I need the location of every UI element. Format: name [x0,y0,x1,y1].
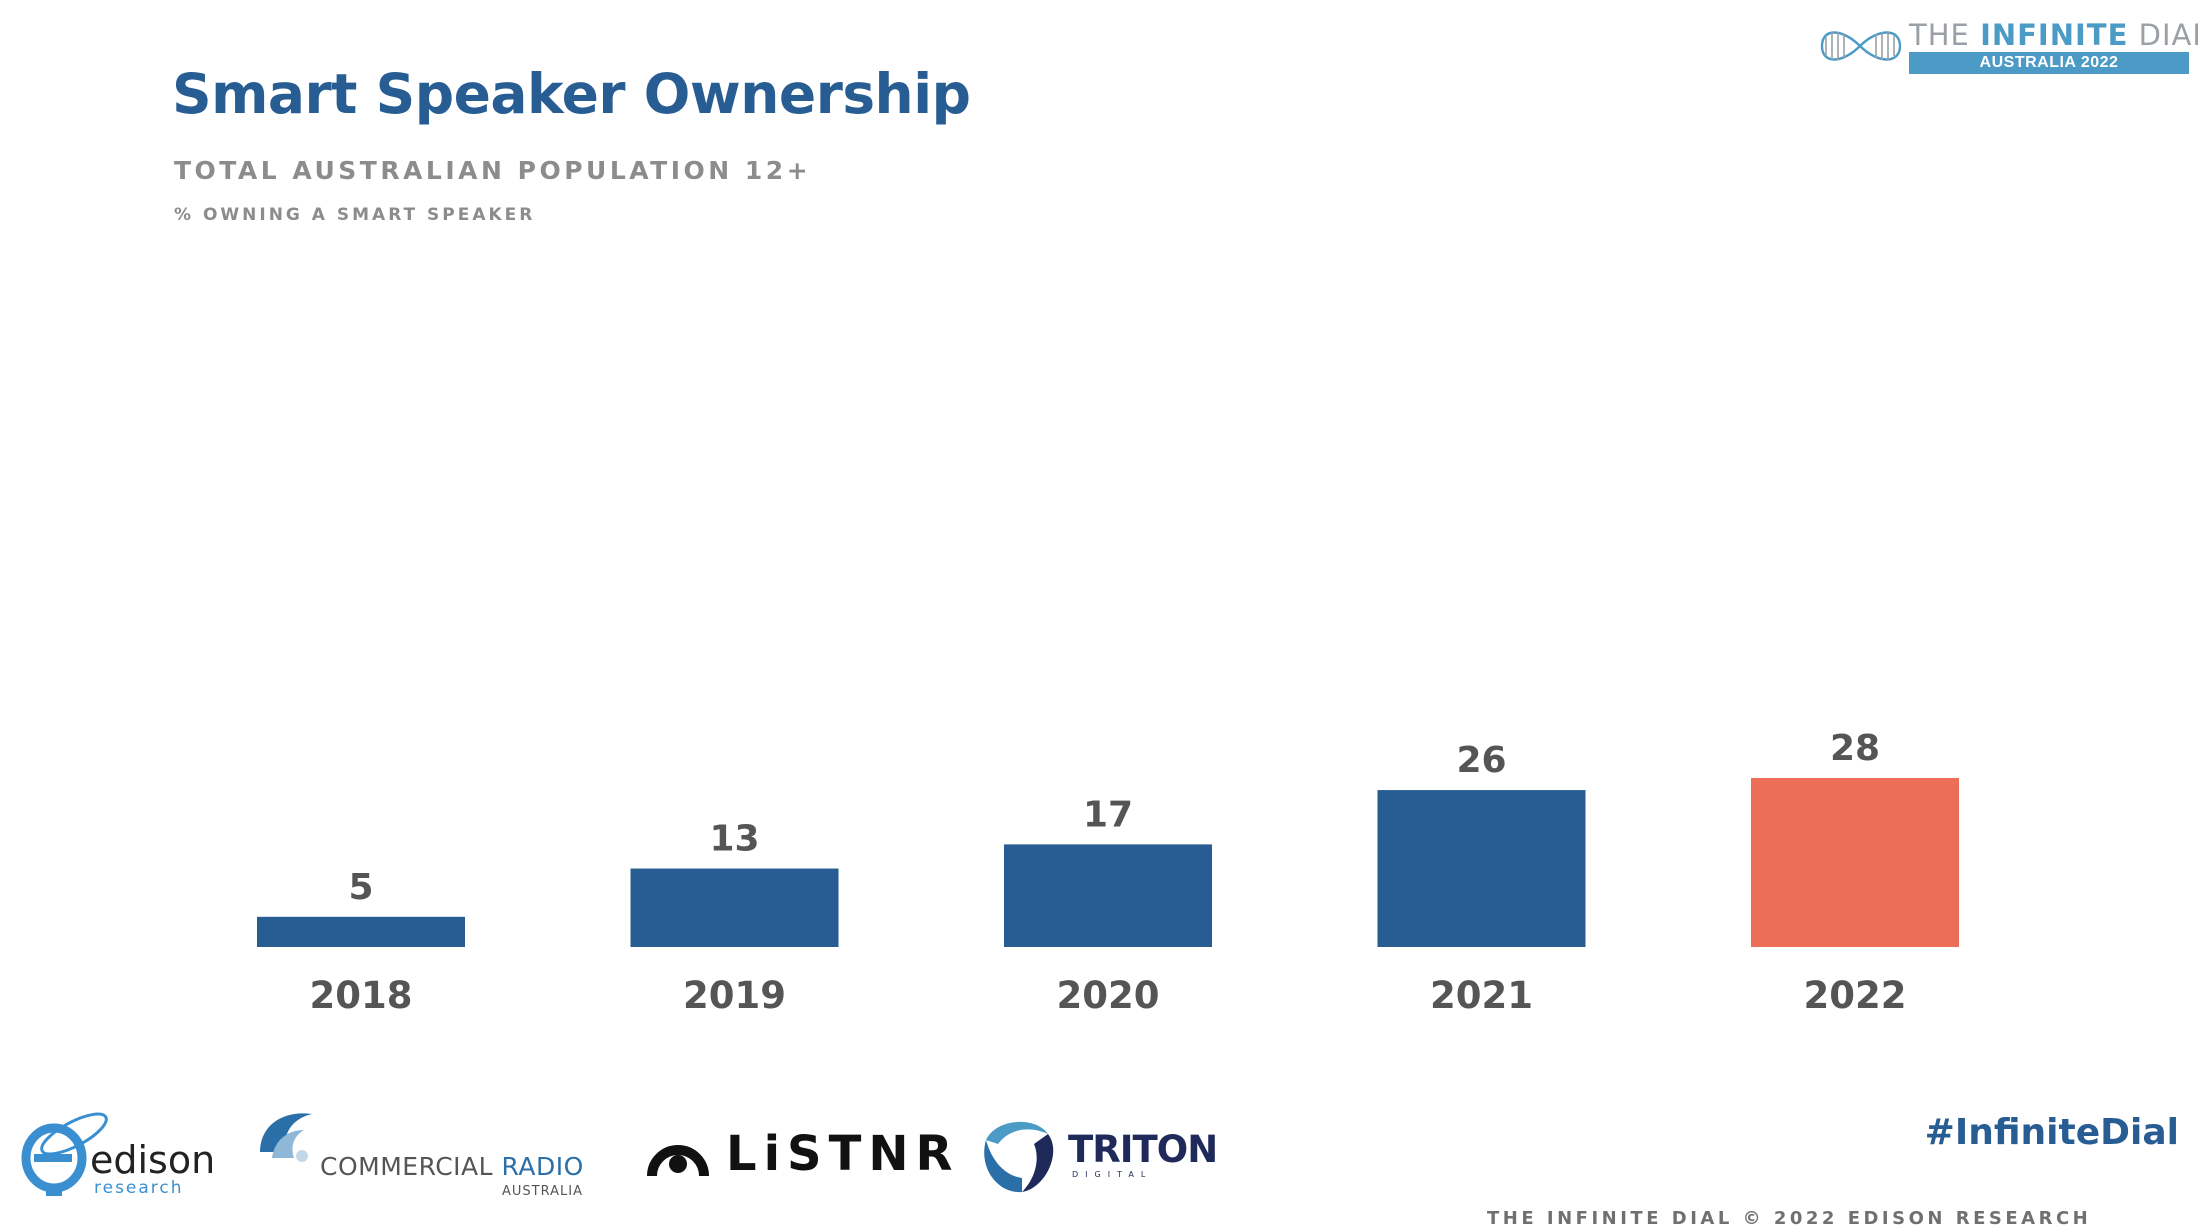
data-label-2019: 13 [709,819,759,860]
bar-2018 [257,916,465,947]
bar-2020 [1004,844,1212,947]
bar-2022 [1751,778,1959,947]
data-label-2021: 26 [1456,740,1506,781]
category-label-2020: 2020 [1057,974,1160,1017]
triton-triangle-icon [984,1121,1054,1193]
chart-title: Smart Speaker Ownership [172,62,971,126]
brand-subtitle: AUSTRALIA 2022 [1909,52,2189,74]
infinite-dial-logo: THE INFINITE DIAL AUSTRALIA 2022 [1816,18,2198,74]
category-label-2018: 2018 [310,974,413,1017]
listnr-headphone-icon [647,1145,709,1177]
category-label-2022: 2022 [1804,974,1907,1017]
radio-wave-icon [260,1113,312,1162]
edison-research-logo: edison research [14,1110,215,1202]
listnr-logo: LiSTNR [644,1124,952,1190]
triton-digital-logo: TRITON DIGITAL [976,1112,1218,1198]
brand-title: THE INFINITE DIAL [1909,18,2198,52]
data-label-2022: 28 [1830,728,1880,769]
hashtag: #InfiniteDial [1924,1112,2179,1153]
data-label-2018: 5 [348,867,373,908]
copyright: THE INFINITE DIAL © 2022 EDISON RESEARCH [1487,1208,2092,1229]
category-label-2019: 2019 [683,974,786,1017]
infinity-icon [1820,31,1902,61]
chart-subtitle: TOTAL AUSTRALIAN POPULATION 12+ [174,156,812,185]
category-label-2021: 2021 [1430,974,1533,1017]
data-label-2020: 17 [1083,794,1133,835]
commercial-radio-australia-logo: COMMERCIAL RADIO AUSTRALIA [256,1108,596,1199]
bar-2021 [1377,790,1586,947]
edison-bulb-icon [21,1112,108,1196]
measure-label: % OWNING A SMART SPEAKER [174,205,536,225]
bar-2019 [630,868,839,947]
